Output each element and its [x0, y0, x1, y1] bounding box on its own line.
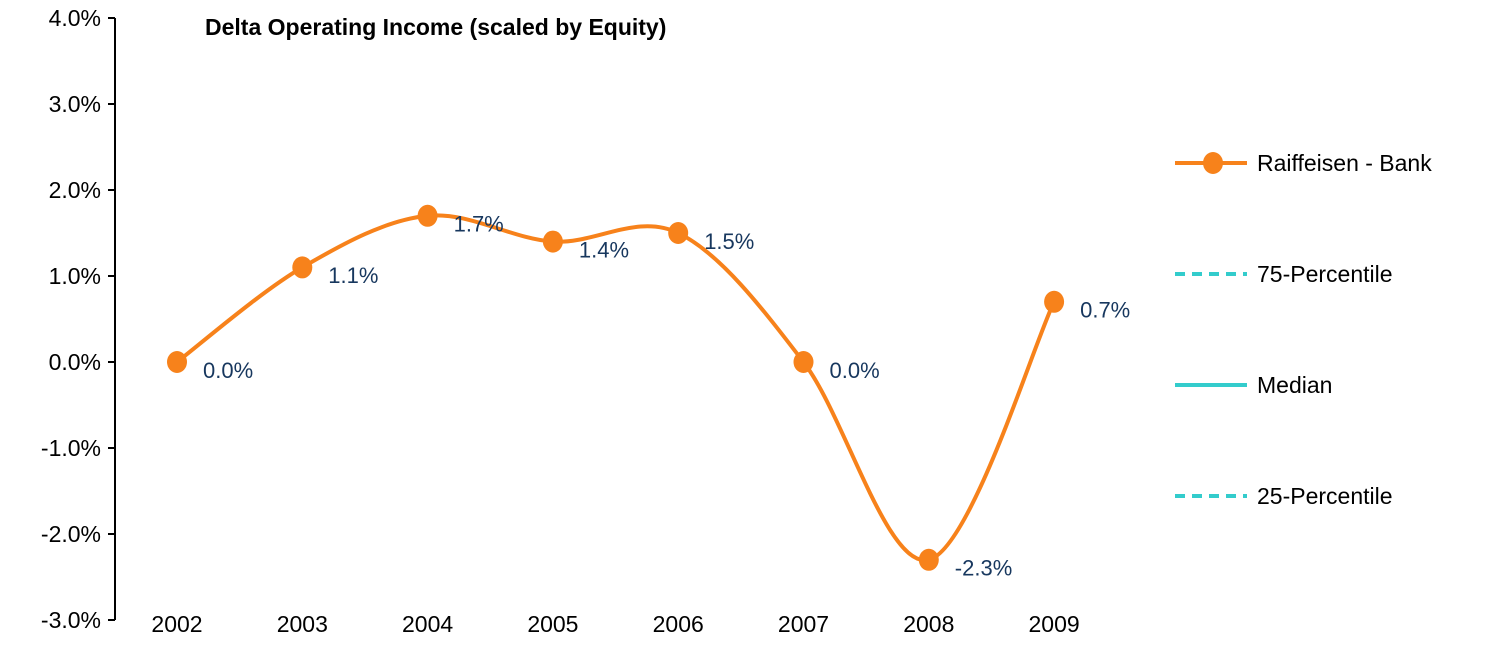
legend-label: 25-Percentile [1257, 483, 1393, 509]
y-tick-label: 4.0% [49, 5, 101, 31]
point [918, 548, 939, 571]
data-label: -2.3% [955, 556, 1012, 581]
legend-label: Raiffeisen - Bank [1257, 150, 1432, 176]
data-label: 1.1% [328, 263, 378, 288]
y-tick-label: 2.0% [49, 177, 101, 203]
y-tick-label: -1.0% [41, 435, 101, 461]
x-tick-label: 2005 [527, 611, 578, 637]
legend-label: 75-Percentile [1257, 261, 1393, 287]
y-tick-label: 1.0% [49, 263, 101, 289]
data-label: 0.0% [830, 358, 880, 383]
point [668, 222, 689, 244]
point [793, 351, 814, 373]
legend-label: Median [1257, 372, 1332, 398]
chart-title: Delta Operating Income (scaled by Equity… [205, 14, 666, 40]
point [542, 230, 563, 253]
y-tick-label: 3.0% [49, 91, 101, 117]
data-label: 1.5% [704, 229, 754, 254]
x-tick-label: 2009 [1029, 611, 1080, 637]
data-label: 1.4% [579, 237, 629, 262]
x-tick-label: 2007 [778, 611, 829, 637]
point [292, 256, 313, 279]
point [1044, 290, 1065, 313]
x-tick-label: 2006 [653, 611, 704, 637]
y-tick-label: 0.0% [49, 349, 101, 375]
legend-marker [1203, 152, 1223, 174]
data-label: 0.7% [1080, 298, 1130, 323]
y-tick-label: -2.0% [41, 521, 101, 547]
data-label: 1.7% [454, 212, 504, 237]
x-tick-label: 2003 [277, 611, 328, 637]
point [167, 351, 187, 373]
x-tick-label: 2008 [903, 611, 954, 637]
data-label: 0.0% [203, 358, 253, 383]
point [417, 204, 438, 227]
y-tick-label: -3.0% [41, 607, 101, 633]
x-tick-label: 2004 [402, 611, 453, 637]
x-tick-label: 2002 [151, 611, 202, 637]
